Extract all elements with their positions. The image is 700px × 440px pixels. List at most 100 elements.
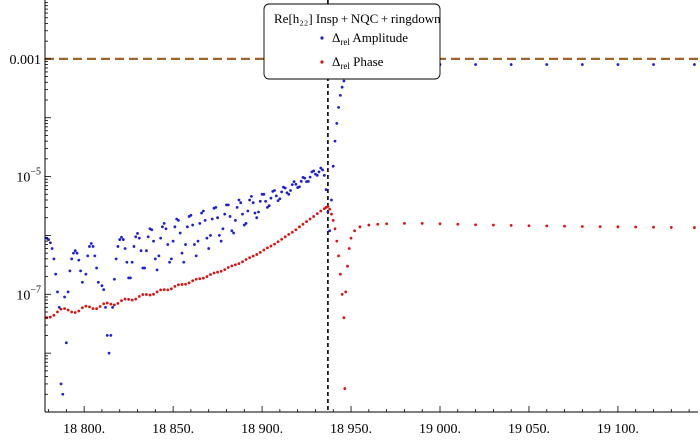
amplitude-point <box>257 210 260 214</box>
phase-point <box>152 292 155 296</box>
amplitude-point <box>100 284 104 288</box>
amplitude-point <box>209 234 212 237</box>
phase-point <box>77 309 81 313</box>
phase-point <box>652 225 655 229</box>
phase-point <box>187 281 191 285</box>
phase-point <box>290 230 294 234</box>
phase-point <box>347 247 351 250</box>
legend-box <box>263 3 441 80</box>
amplitude-point <box>177 219 180 222</box>
amplitude-point <box>196 239 200 243</box>
x-tick-label: 18 800. <box>63 422 105 437</box>
amplitude-point <box>233 219 237 222</box>
phase-point <box>212 271 216 275</box>
phase-point <box>346 264 349 268</box>
phase-point <box>105 301 109 305</box>
phase-point <box>248 256 252 259</box>
amplitude-point <box>303 176 307 180</box>
amplitude-point <box>474 63 477 66</box>
amplitude-point <box>246 209 250 213</box>
amplitude-point <box>248 198 252 202</box>
amplitude-point <box>322 173 326 177</box>
phase-point <box>312 215 316 218</box>
phase-point <box>91 307 95 311</box>
phase-point <box>237 262 241 266</box>
amplitude-point <box>253 211 257 215</box>
amplitude-point <box>152 239 155 243</box>
amplitude-point <box>80 280 84 284</box>
amplitude-point <box>86 254 90 258</box>
amplitude-point <box>298 185 301 189</box>
phase-point <box>262 248 266 252</box>
phase-point <box>509 224 513 227</box>
amplitude-point <box>312 169 316 173</box>
phase-point <box>191 279 195 283</box>
amplitude-point <box>111 305 115 309</box>
amplitude-point <box>56 290 59 294</box>
amplitude-point <box>333 139 337 143</box>
phase-point <box>194 277 198 281</box>
phase-point <box>367 223 371 227</box>
phase-point <box>109 302 113 306</box>
phase-point <box>162 288 166 292</box>
amplitude-point <box>214 205 218 209</box>
amplitude-point <box>244 222 248 225</box>
amplitude-point <box>61 392 65 396</box>
legend-label-amplitude: Δrel Amplitude <box>332 30 408 47</box>
amplitude-point <box>157 254 161 258</box>
amplitude-point <box>228 215 232 218</box>
amplitude-point <box>330 198 333 202</box>
phase-point <box>159 288 163 292</box>
phase-point <box>73 311 77 314</box>
x-tick-label: 19 000. <box>419 422 461 437</box>
amplitude-point <box>66 290 70 294</box>
amplitude-point <box>223 212 227 216</box>
amplitude-point <box>266 205 269 209</box>
phase-point <box>305 220 308 223</box>
x-tick-label: 18 850. <box>152 422 194 437</box>
amplitude-point <box>184 243 187 246</box>
amplitude-point <box>289 189 292 192</box>
amplitude-point <box>136 232 139 235</box>
phase-point <box>269 244 273 248</box>
amplitude-point <box>315 173 319 177</box>
amplitude-point <box>198 222 202 225</box>
amplitude-point <box>342 79 346 83</box>
phase-point <box>598 225 602 229</box>
amplitude-point <box>50 247 54 250</box>
phase-point <box>120 299 123 303</box>
amplitude-point <box>72 251 75 255</box>
phase-point <box>319 209 323 213</box>
amplitude-point <box>580 63 584 66</box>
phase-point <box>301 222 305 226</box>
phase-point <box>123 297 127 301</box>
amplitude-point <box>185 225 189 229</box>
phase-point <box>56 310 59 314</box>
amplitude-point <box>120 235 123 239</box>
phase-point <box>112 303 116 307</box>
amplitude-point <box>693 63 696 66</box>
amplitude-point <box>230 229 234 233</box>
phase-point <box>184 282 187 286</box>
amplitude-point <box>137 236 141 240</box>
amplitude-point <box>232 231 236 235</box>
amplitude-point <box>79 269 82 273</box>
amplitude-point <box>182 260 186 264</box>
amplitude-point <box>166 243 170 246</box>
amplitude-point <box>63 295 66 299</box>
amplitude-point <box>143 266 147 270</box>
phase-point <box>70 310 74 314</box>
amplitude-point <box>251 201 255 205</box>
phase-point <box>95 307 98 311</box>
y-tick-label: 10−7 <box>16 284 41 303</box>
phase-point <box>198 277 202 281</box>
phase-point <box>340 292 344 296</box>
phase-point <box>219 269 223 273</box>
phase-point <box>258 250 262 254</box>
amplitude-point <box>180 251 184 255</box>
phase-point <box>343 387 347 390</box>
amplitude-point <box>173 225 177 229</box>
amplitude-point <box>264 199 268 203</box>
amplitude-point <box>52 257 56 261</box>
y-tick-label: 0.001 <box>10 53 42 68</box>
